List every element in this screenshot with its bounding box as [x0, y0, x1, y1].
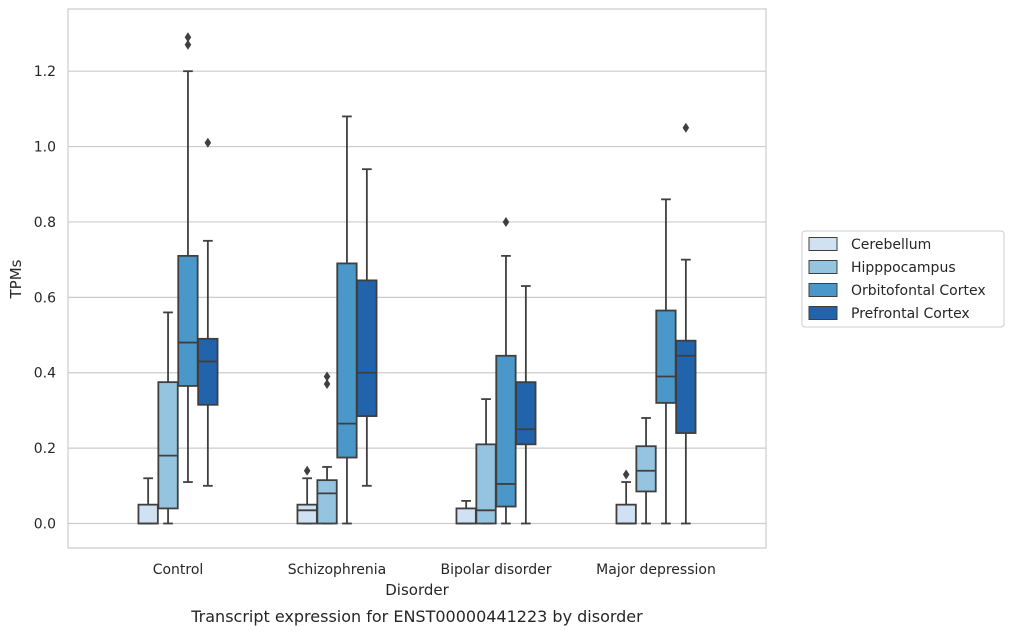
box-group — [198, 138, 217, 486]
y-tick-label: 0.6 — [34, 290, 56, 306]
box — [676, 341, 695, 433]
box-group — [616, 470, 635, 524]
legend-label: Prefrontal Cortex — [851, 306, 970, 322]
legend: Cerebellum Hipppocampus Orbitofontal Corte… — [802, 231, 1004, 327]
box-plot-chart: 0.0 0.2 0.4 0.6 0.8 1.0 1.2 Control Schizophren… — [0, 0, 1014, 634]
legend-label: Cerebellum — [851, 237, 931, 253]
box-group — [516, 286, 535, 523]
legend-label: Orbitofontal Cortex — [851, 283, 986, 299]
outlier-point — [185, 32, 192, 42]
box-group — [138, 478, 157, 523]
box — [317, 480, 336, 523]
box-group — [476, 399, 495, 523]
x-axis-label: Disorder — [385, 581, 449, 599]
y-tick-label: 0.8 — [34, 215, 56, 231]
legend-swatch — [809, 307, 837, 320]
outlier-point — [503, 217, 510, 227]
box — [297, 505, 316, 524]
box — [337, 263, 356, 457]
x-tick-label: Control — [153, 562, 204, 578]
y-tick-label: 0.2 — [34, 441, 56, 457]
box — [456, 508, 475, 523]
box-group — [496, 217, 515, 524]
legend-item: Hipppocampus — [809, 260, 956, 276]
chart-caption: Transcript expression for ENST0000044122… — [190, 607, 643, 626]
box-group — [337, 116, 356, 523]
y-axis-ticks: 0.0 0.2 0.4 0.6 0.8 1.0 1.2 — [34, 64, 56, 532]
box-plot-marks — [138, 32, 695, 523]
box — [616, 505, 635, 524]
box-group — [676, 123, 695, 524]
box — [357, 280, 376, 416]
outlier-point — [623, 470, 630, 480]
box — [178, 256, 197, 386]
box-group — [357, 169, 376, 486]
box-group — [317, 372, 336, 524]
legend-label: Hipppocampus — [851, 260, 956, 276]
x-tick-label: Major depression — [596, 562, 716, 578]
box — [636, 446, 655, 491]
y-tick-label: 0.4 — [34, 366, 56, 382]
outlier-point — [304, 466, 311, 476]
box — [158, 382, 177, 508]
x-tick-label: Bipolar disorder — [440, 562, 551, 578]
box — [138, 505, 157, 524]
legend-item: Cerebellum — [809, 237, 931, 253]
box — [516, 382, 535, 444]
y-tick-label: 1.0 — [34, 140, 56, 156]
box-group — [297, 466, 316, 524]
legend-swatch — [809, 284, 837, 297]
y-tick-label: 1.2 — [34, 64, 56, 80]
box-group — [456, 501, 475, 524]
box-group — [158, 312, 177, 523]
x-tick-label: Schizophrenia — [288, 562, 386, 578]
box — [476, 444, 495, 523]
box-group — [636, 418, 655, 524]
box — [198, 339, 217, 405]
outlier-point — [683, 123, 690, 133]
legend-item: Orbitofontal Cortex — [809, 283, 986, 299]
legend-swatch — [809, 261, 837, 274]
x-axis-ticks: Control Schizophrenia Bipolar disorder Majo… — [153, 562, 716, 578]
legend-swatch — [809, 238, 837, 251]
box — [656, 311, 675, 403]
y-axis-label: TPMs — [7, 259, 25, 299]
box-group — [178, 32, 197, 482]
legend-item: Prefrontal Cortex — [809, 306, 970, 322]
y-tick-label: 0.0 — [34, 517, 56, 533]
box-group — [656, 199, 675, 523]
